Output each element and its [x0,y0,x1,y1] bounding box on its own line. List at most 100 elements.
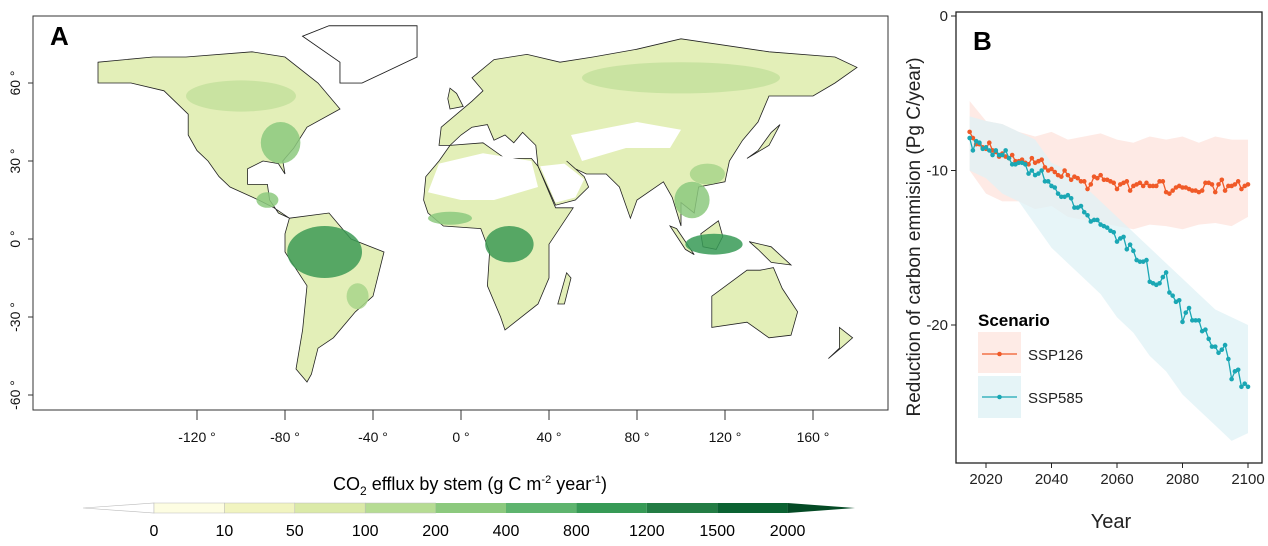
point-ssp585 [1144,257,1149,263]
point-ssp126 [1062,168,1067,173]
vegetation-eastern-us [260,122,301,164]
point-ssp585 [1183,310,1189,315]
colorbar-break-label: 100 [352,523,379,540]
colorbar-segment [364,502,436,514]
colorbar: CO2 efflux by stem (g C m-2 year-1) 0 10 5… [82,474,855,540]
lat-tick-label: 0 ° [7,230,23,247]
point-ssp585 [1206,336,1211,342]
point-ssp585 [1000,152,1005,158]
point-ssp126 [1081,179,1087,184]
point-ssp126 [1111,180,1117,186]
point-ssp585 [1219,347,1225,353]
point-ssp585 [970,148,976,153]
point-ssp585 [1131,248,1136,254]
point-ssp585 [1016,160,1022,166]
point-ssp126 [1059,174,1064,179]
sparse-region-central-asia [571,122,681,161]
x-tick-label: 2040 [1035,471,1068,488]
colorbar-break-label: 800 [563,523,590,540]
point-ssp126 [1078,179,1084,184]
colorbar-title: CO2 efflux by stem (g C m-2 year-1) [333,474,607,498]
point-ssp585 [1160,274,1166,280]
lon-tick-label: -40 ° [358,429,388,445]
point-ssp126 [1216,182,1221,187]
point-ssp126 [1009,152,1015,158]
point-ssp585 [990,152,995,158]
y-axis: 0 -10 -20 [926,8,956,334]
point-ssp585 [1059,194,1064,200]
vegetation-central-america [256,192,279,208]
point-ssp126 [1068,177,1074,183]
y-axis-label: Reduction of carbon emmision (Pg C/year) [904,57,925,416]
point-ssp126 [1114,186,1120,192]
point-ssp126 [1226,183,1231,189]
point-ssp585 [1039,168,1044,173]
lon-tick-label: 0 ° [452,429,469,445]
vegetation-siberia [582,62,780,94]
point-ssp585 [1006,155,1012,161]
colorbar-segment [506,503,577,513]
point-ssp126 [1098,172,1103,178]
point-ssp126 [967,129,972,135]
colorbar-segment [153,502,225,514]
sparse-region-greenland [301,25,418,84]
point-ssp126 [1150,183,1156,189]
colorbar-segment [717,503,788,513]
x-tick-label: 2020 [969,471,1002,488]
point-ssp585 [1226,356,1231,362]
vegetation-south-china [689,163,726,185]
sparse-region-arabia [540,163,585,203]
x-tick-label: 2080 [1166,471,1199,488]
point-ssp126 [1222,188,1228,193]
point-ssp585 [1157,280,1162,286]
point-ssp126 [1203,180,1208,186]
point-ssp126 [1147,183,1153,189]
point-ssp585 [1052,185,1058,190]
point-ssp126 [1144,180,1149,186]
point-ssp126 [1167,191,1172,196]
vegetation-atlantic-forest [346,283,369,310]
point-ssp585 [1036,171,1041,176]
point-ssp126 [1140,183,1146,189]
lat-tick-label: -60 ° [7,380,23,410]
y-tick-label: -10 [926,163,948,180]
colorbar-segment [224,502,296,514]
point-ssp126 [1085,186,1090,192]
point-ssp585 [1245,384,1251,390]
colorbar-break-label: 50 [286,523,304,540]
legend-label-ssp585: SSP585 [1028,390,1083,407]
point-ssp585 [1104,225,1110,230]
point-ssp585 [1124,246,1130,252]
point-ssp126 [1039,157,1044,162]
point-ssp585 [1078,203,1084,209]
point-ssp585 [1026,171,1031,176]
lon-axis: -120 ° -80 ° -40 ° 0 ° 40 ° 80 ° 120 ° 160 ° [178,410,829,445]
point-ssp126 [1239,186,1244,192]
vegetation-amazon [287,226,362,278]
colorbar-segment [294,502,366,514]
x-axis-label: Year [1091,511,1132,533]
point-ssp126 [1180,185,1185,190]
point-ssp585 [1193,318,1198,323]
vegetation-boreal-canada [186,80,296,112]
point-ssp585 [1045,179,1051,184]
point-ssp585 [1167,290,1172,295]
point-ssp126 [1101,177,1107,183]
x-axis: 2020 2040 2060 2080 2100 [969,463,1265,488]
landmass-north-america [97,51,341,219]
point-ssp585 [1235,367,1241,373]
point-ssp585 [1042,179,1048,184]
point-ssp126 [1157,179,1162,184]
point-ssp585 [1121,234,1126,240]
lat-axis: 60 ° 30 ° 0 ° -30 ° -60 ° [7,70,33,410]
point-ssp126 [1026,162,1031,167]
point-ssp585 [1111,230,1117,235]
point-ssp126 [1199,188,1205,193]
landmass-australia [711,267,799,339]
point-ssp585 [1114,239,1120,244]
point-ssp126 [1127,188,1133,193]
point-ssp126 [1154,183,1159,189]
point-ssp585 [1176,297,1182,303]
point-ssp126 [1095,175,1100,181]
point-ssp126 [1124,179,1130,184]
